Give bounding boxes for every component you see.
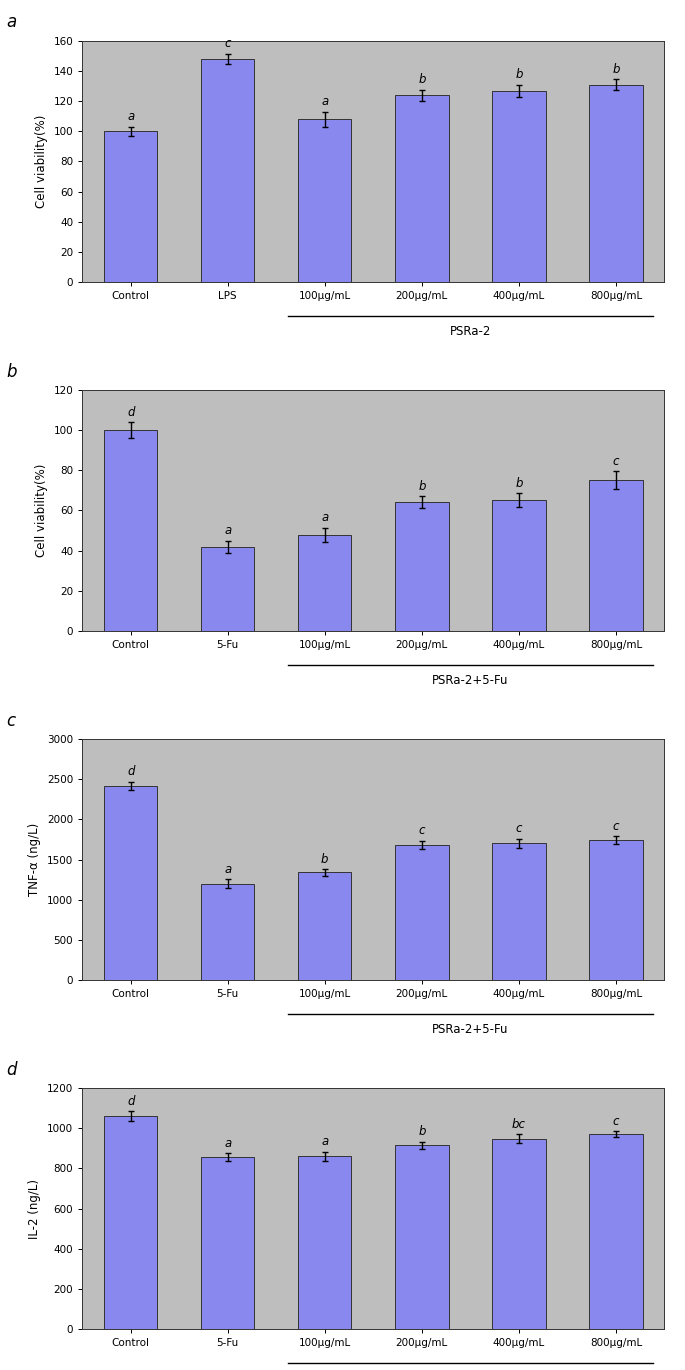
Bar — [395, 503, 449, 630]
Bar — [201, 547, 254, 630]
Text: bc: bc — [512, 1118, 526, 1130]
Text: b: b — [418, 74, 425, 86]
Bar — [298, 534, 351, 630]
Text: c: c — [419, 825, 425, 837]
Text: PSRa-2+5-Fu: PSRa-2+5-Fu — [432, 674, 509, 688]
Text: PSRa-2+5-Fu: PSRa-2+5-Fu — [432, 1023, 509, 1036]
Bar — [589, 85, 643, 282]
Bar — [493, 90, 545, 282]
Text: c: c — [7, 711, 16, 730]
Text: b: b — [7, 363, 17, 381]
Bar — [104, 1117, 158, 1329]
Text: a: a — [127, 110, 134, 123]
Y-axis label: TNF-α (ng/L): TNF-α (ng/L) — [28, 823, 41, 896]
Text: c: c — [612, 455, 619, 467]
Text: a: a — [321, 511, 328, 523]
Text: a: a — [321, 1136, 328, 1148]
Text: b: b — [418, 479, 425, 493]
Bar — [298, 1156, 351, 1329]
Bar — [493, 844, 545, 980]
Text: PSRa-2: PSRa-2 — [449, 325, 491, 338]
Text: d: d — [7, 1060, 17, 1078]
Text: c: c — [516, 822, 522, 836]
Y-axis label: Cell viability(%): Cell viability(%) — [35, 115, 48, 208]
Text: a: a — [321, 95, 328, 108]
Bar — [589, 1134, 643, 1329]
Text: b: b — [418, 1125, 425, 1138]
Text: b: b — [321, 852, 329, 866]
Bar — [395, 96, 449, 282]
Text: b: b — [515, 68, 523, 81]
Bar — [395, 1145, 449, 1329]
Text: a: a — [7, 14, 16, 32]
Bar — [589, 481, 643, 630]
Text: b: b — [515, 477, 523, 490]
Y-axis label: Cell viability(%): Cell viability(%) — [35, 464, 48, 558]
Text: c: c — [612, 819, 619, 833]
Text: a: a — [224, 1137, 232, 1149]
Bar — [589, 840, 643, 980]
Text: a: a — [224, 523, 232, 537]
Text: d: d — [127, 406, 134, 419]
Bar — [201, 59, 254, 282]
Text: c: c — [225, 37, 231, 51]
Bar — [201, 884, 254, 980]
Text: d: d — [127, 764, 134, 778]
Y-axis label: IL-2 (ng/L): IL-2 (ng/L) — [28, 1178, 41, 1238]
Bar — [104, 430, 158, 630]
Bar — [104, 132, 158, 282]
Text: a: a — [224, 863, 232, 875]
Text: b: b — [612, 63, 620, 75]
Bar — [493, 1138, 545, 1329]
Text: d: d — [127, 1095, 134, 1108]
Text: c: c — [612, 1115, 619, 1128]
Bar — [395, 845, 449, 980]
Bar — [298, 119, 351, 282]
Bar — [104, 786, 158, 980]
Bar — [493, 500, 545, 630]
Bar — [201, 1158, 254, 1329]
Bar — [298, 873, 351, 980]
